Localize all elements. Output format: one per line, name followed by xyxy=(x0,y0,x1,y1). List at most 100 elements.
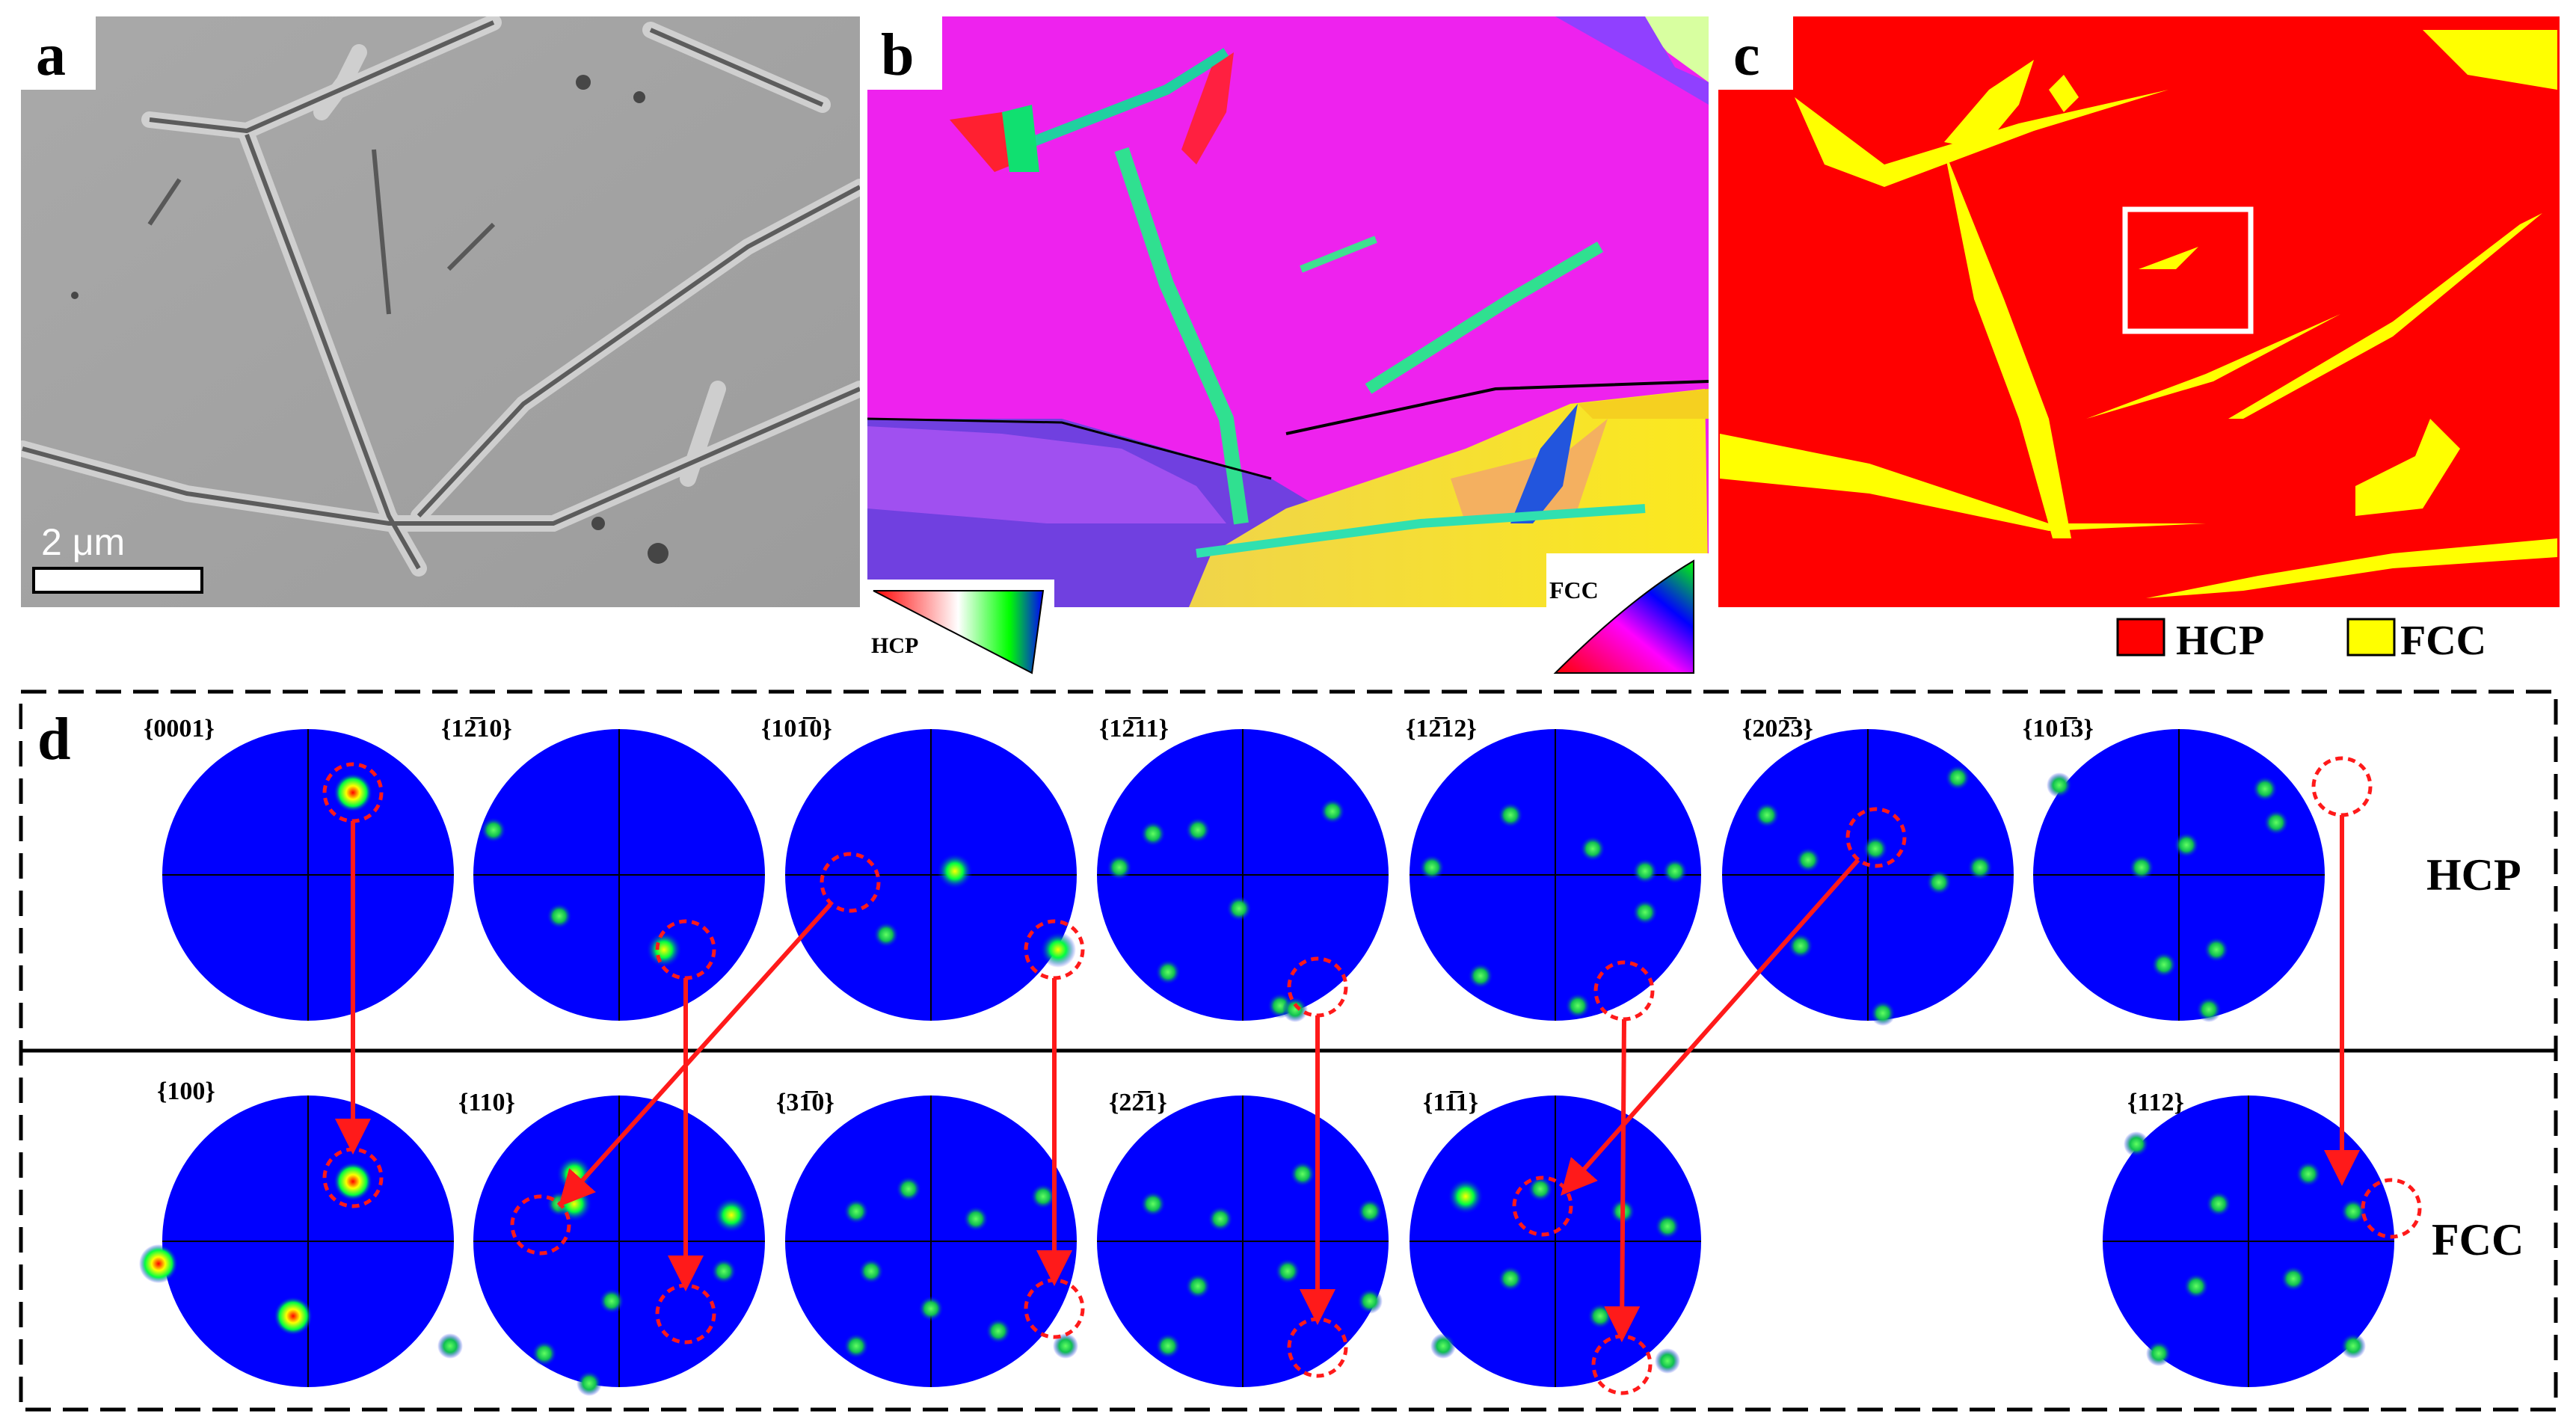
pole-spot xyxy=(1655,1214,1680,1239)
pole-spot xyxy=(1632,900,1658,925)
pole-spot xyxy=(2124,1131,2149,1157)
correspondence-marker xyxy=(2311,756,2373,817)
pole-spot xyxy=(1030,1184,1056,1209)
correspondence-marker xyxy=(510,1194,571,1256)
row-label-hcp: HCP xyxy=(2426,850,2521,900)
pole-spot xyxy=(843,1199,869,1224)
panel-b-fcc-color-key: FCC xyxy=(1546,553,1711,682)
pole-spot xyxy=(2174,832,2199,858)
pole-spot xyxy=(1140,821,1166,846)
correspondence-arrow xyxy=(1561,858,1860,1196)
pole-spot xyxy=(1967,855,1993,880)
pole-spot xyxy=(2206,1191,2231,1217)
correspondence-marker xyxy=(1512,1175,1573,1237)
pole-spot xyxy=(139,1244,178,1283)
pole-spot xyxy=(274,1297,313,1336)
hcp-pole-figure-4 xyxy=(1410,729,1701,1021)
panel-b-hcp-color-key: HCP xyxy=(867,580,1054,677)
hcp-pole-figure-1 xyxy=(473,729,765,1021)
legend-hcp-swatch xyxy=(2116,618,2165,657)
fcc-pole-label-1: {110} xyxy=(458,1089,515,1116)
panel-b-ipf-map xyxy=(867,16,1709,607)
pole-spot xyxy=(1632,858,1658,884)
pole-spot xyxy=(1870,1001,1896,1026)
pole-spot xyxy=(1863,836,1888,861)
pole-spot xyxy=(1140,1191,1166,1217)
pole-spot xyxy=(937,853,973,889)
hcp-pole-label-2: {101̅0} xyxy=(761,715,832,743)
pole-spot xyxy=(873,922,899,947)
pole-spot xyxy=(1795,847,1821,873)
pole-spot xyxy=(2196,997,2222,1022)
pole-spot xyxy=(1788,933,1813,959)
pole-spot xyxy=(1565,993,1590,1018)
pole-spot xyxy=(2183,1273,2209,1299)
pole-spot xyxy=(1040,932,1076,968)
correspondence-arrow xyxy=(558,903,832,1207)
panel-b-hcp-key-label: HCP xyxy=(871,633,918,658)
pole-spot xyxy=(1498,802,1523,828)
pole-figures: {0001} {12̅10} {101̅0} {12̅11} {12̅12} {202̅3… xyxy=(139,715,2422,1396)
fcc-pole-figure-4 xyxy=(1410,1095,1701,1387)
pole-spot xyxy=(896,1176,921,1202)
pole-spot xyxy=(713,1197,749,1233)
pole-spot xyxy=(1053,1333,1078,1359)
panel-b-label: b xyxy=(881,22,914,88)
pole-spot xyxy=(1945,765,1970,790)
pole-spot xyxy=(1498,1266,1523,1291)
hcp-pole-figure-6 xyxy=(2033,729,2325,1022)
legend-fcc-swatch xyxy=(2346,618,2396,657)
panel-c-highlight-box xyxy=(2122,206,2254,334)
fcc-pole-figure-5 xyxy=(2103,1095,2394,1387)
pole-spot xyxy=(843,1333,869,1359)
hcp-pole-figure-5 xyxy=(1722,729,2014,1026)
correspondence-marker xyxy=(2361,1178,2422,1239)
pole-spot xyxy=(547,903,572,929)
panel-a-sem-image xyxy=(21,16,860,607)
pole-spot xyxy=(2047,772,2072,798)
panel-c-phase-map xyxy=(1718,16,2560,607)
correspondence-marker xyxy=(820,852,881,913)
legend-fcc-label: FCC xyxy=(2400,618,2486,664)
pole-spot xyxy=(1185,817,1211,843)
pole-spot xyxy=(2296,1161,2321,1187)
hcp-pole-label-5: {202̅3} xyxy=(1742,715,1813,743)
correspondence-marker xyxy=(1845,807,1907,868)
panel-c-label: c xyxy=(1733,22,1760,88)
fcc-pole-figure-2 xyxy=(785,1095,1078,1387)
fcc-pole-figure-0 xyxy=(139,1095,463,1387)
pole-spot xyxy=(1357,1288,1383,1314)
hcp-pole-figure-3 xyxy=(1097,729,1389,1022)
panel-a-label: a xyxy=(36,22,66,88)
pole-spot xyxy=(2340,1199,2366,1224)
pole-spot xyxy=(481,817,506,843)
pole-spot xyxy=(2129,855,2154,880)
pole-spot xyxy=(1185,1273,1211,1299)
pole-spot xyxy=(1357,1199,1383,1224)
panel-a-scalebar-label: 2 μm xyxy=(41,521,125,563)
pole-spot xyxy=(1528,1176,1553,1202)
panel-a-scalebar xyxy=(32,567,203,594)
pole-spot xyxy=(1926,870,1952,895)
pole-spot xyxy=(918,1296,944,1321)
legend-hcp-label: HCP xyxy=(2176,618,2264,664)
pole-spot xyxy=(333,773,372,812)
pole-spot xyxy=(532,1341,557,1366)
pole-spot xyxy=(646,932,682,968)
fcc-pole-label-3: {22̅1} xyxy=(1109,1089,1167,1116)
row-label-fcc: FCC xyxy=(2432,1215,2524,1264)
hcp-pole-label-6: {101̅3} xyxy=(2023,715,2094,743)
pole-spot xyxy=(437,1333,463,1359)
pole-spot xyxy=(2204,937,2229,962)
fcc-pole-label-2: {31̅0} xyxy=(776,1089,834,1116)
fcc-pole-label-4: {11̅1} xyxy=(1423,1089,1478,1116)
panel-c-legend: HCP FCC xyxy=(2116,618,2486,664)
pole-spot xyxy=(1468,963,1493,989)
pole-spot xyxy=(711,1258,737,1284)
pole-spot xyxy=(1655,1348,1680,1374)
pole-spot xyxy=(1155,959,1181,985)
pole-spot xyxy=(1208,1206,1233,1232)
pole-spot xyxy=(1282,997,1308,1022)
